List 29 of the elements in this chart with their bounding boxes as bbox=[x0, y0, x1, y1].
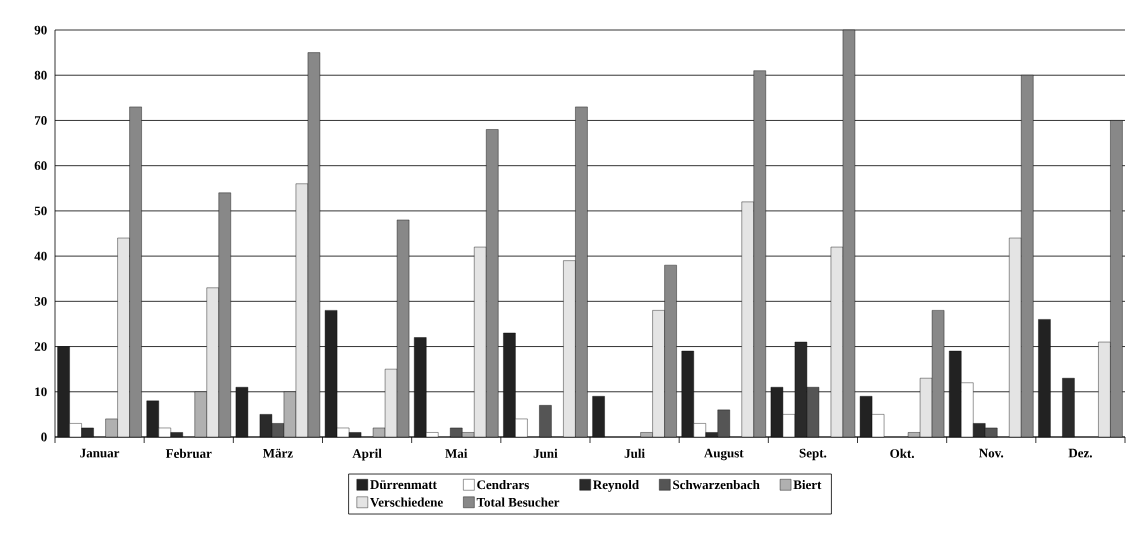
x-tick-label: April bbox=[352, 448, 382, 461]
x-tick-label: August bbox=[704, 448, 744, 461]
x-tick-label: Sept. bbox=[799, 448, 827, 461]
legend-label: Total Besucher bbox=[476, 497, 560, 507]
y-tick-label: 10 bbox=[35, 387, 47, 397]
x-tick-label: Februar bbox=[165, 448, 212, 458]
y-tick-label: 70 bbox=[34, 116, 47, 125]
x-tick-label: März bbox=[262, 448, 293, 458]
x-tick-label: Januar bbox=[80, 448, 120, 458]
y-tick-label: 50 bbox=[34, 206, 47, 216]
y-tick-label: 0 bbox=[41, 432, 47, 442]
x-tick-label: Juni bbox=[533, 448, 558, 458]
legend-label: Schwarzenbach bbox=[673, 480, 760, 490]
legend-label: Dürrenmatt bbox=[370, 480, 437, 490]
legend-label: Biert bbox=[793, 480, 822, 490]
y-tick-label: 60 bbox=[34, 161, 47, 171]
x-tick-label: Nov. bbox=[979, 448, 1004, 458]
legend-label: Verschiedene bbox=[370, 497, 443, 507]
x-tick-label: Juli bbox=[624, 448, 645, 458]
y-tick-label: 20 bbox=[34, 342, 47, 351]
y-tick-label: 30 bbox=[34, 296, 47, 306]
y-tick-label: 90 bbox=[34, 25, 47, 35]
x-tick-label: Dez. bbox=[1068, 448, 1092, 458]
y-tick-label: 40 bbox=[34, 251, 47, 261]
x-tick-label: Mai bbox=[445, 448, 468, 458]
legend-label: Cendrars bbox=[477, 480, 529, 490]
x-tick-label: Okt. bbox=[890, 448, 914, 458]
legend-label: Reynold bbox=[593, 480, 639, 492]
y-tick-label: 80 bbox=[34, 70, 47, 80]
